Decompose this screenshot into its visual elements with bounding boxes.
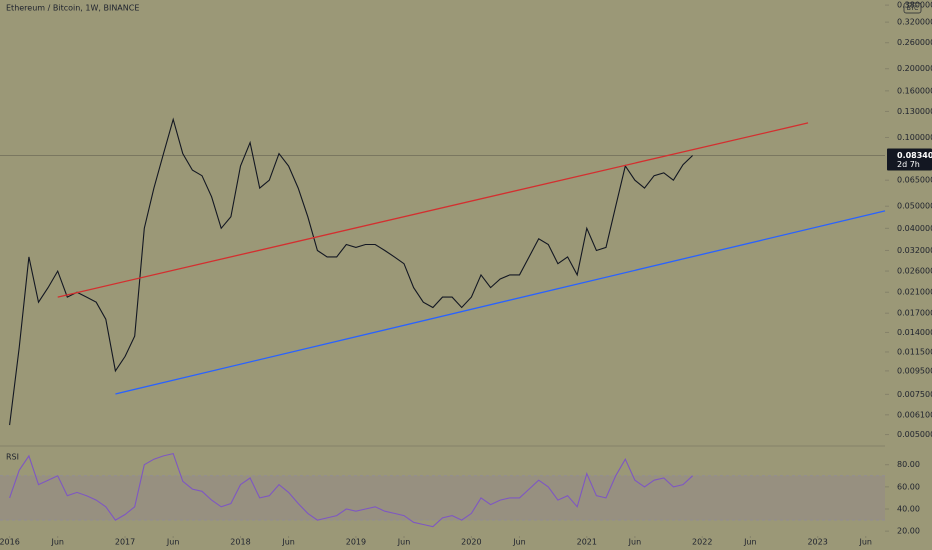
x-tick-label: Jun — [166, 538, 180, 547]
currency-box — [903, 2, 922, 14]
y-tick-label: 0.011500 — [897, 347, 932, 356]
x-tick-label: Jun — [743, 538, 757, 547]
y-tick-label: 0.380000 — [897, 1, 932, 10]
y-tick-label: 60.00 — [897, 482, 920, 491]
y-tick-label: 80.00 — [897, 460, 920, 469]
y-tick-label: 0.026000 — [897, 267, 932, 276]
y-tick-label: 0.017000 — [897, 309, 932, 318]
x-tick-label: Jun — [50, 538, 64, 547]
currency-label: BTC — [907, 5, 919, 12]
y-tick-label: 0.065000 — [897, 176, 932, 185]
y-tick-label: 0.007500 — [897, 390, 932, 399]
y-tick-label: 0.260000 — [897, 38, 932, 47]
y-tick-label: 0.021000 — [897, 288, 932, 297]
y-tick-label: 0.130000 — [897, 107, 932, 116]
y-tick-label: 0.320000 — [897, 18, 932, 27]
y-tick-label: 0.014000 — [897, 328, 932, 337]
chart-title: Ethereum / Bitcoin, 1W, BINANCE — [6, 4, 139, 13]
y-tick-label: 0.032000 — [897, 246, 932, 255]
x-tick-label: 2018 — [230, 538, 250, 547]
price-tag-value: 0.083409 — [897, 151, 932, 160]
y-tick-label: 0.006100 — [897, 410, 932, 419]
price-tag-countdown: 2d 7h — [897, 160, 920, 169]
x-tick-label: 2023 — [807, 538, 827, 547]
series-line — [9, 452, 693, 528]
x-tick-label: Jun — [512, 538, 526, 547]
x-tick-label: Jun — [397, 538, 411, 547]
y-tick-label: 40.00 — [897, 505, 920, 514]
series-line — [9, 117, 693, 426]
indicator-title: RSI — [6, 453, 19, 462]
trend-line — [115, 210, 886, 395]
rsi-band — [0, 475, 885, 521]
x-tick-label: 2022 — [692, 538, 712, 547]
trend-line — [57, 122, 809, 298]
x-tick-label: 2016 — [0, 538, 20, 547]
x-tick-label: 2020 — [461, 538, 481, 547]
y-tick-label: 20.00 — [897, 527, 920, 536]
y-tick-label: 0.160000 — [897, 86, 932, 95]
y-tick-label: 0.040000 — [897, 224, 932, 233]
x-tick-label: Jun — [859, 538, 873, 547]
x-tick-label: 2019 — [346, 538, 366, 547]
price-tag — [887, 148, 932, 171]
y-tick-label: 0.050000 — [897, 202, 932, 211]
x-tick-label: Jun — [628, 538, 642, 547]
x-tick-label: 2021 — [577, 538, 597, 547]
y-tick-label: 0.100000 — [897, 133, 932, 142]
x-tick-label: Jun — [281, 538, 295, 547]
y-tick-label: 0.009500 — [897, 366, 932, 375]
y-tick-label: 0.200000 — [897, 64, 932, 73]
x-tick-label: 2017 — [115, 538, 135, 547]
y-tick-label: 0.005000 — [897, 430, 932, 439]
